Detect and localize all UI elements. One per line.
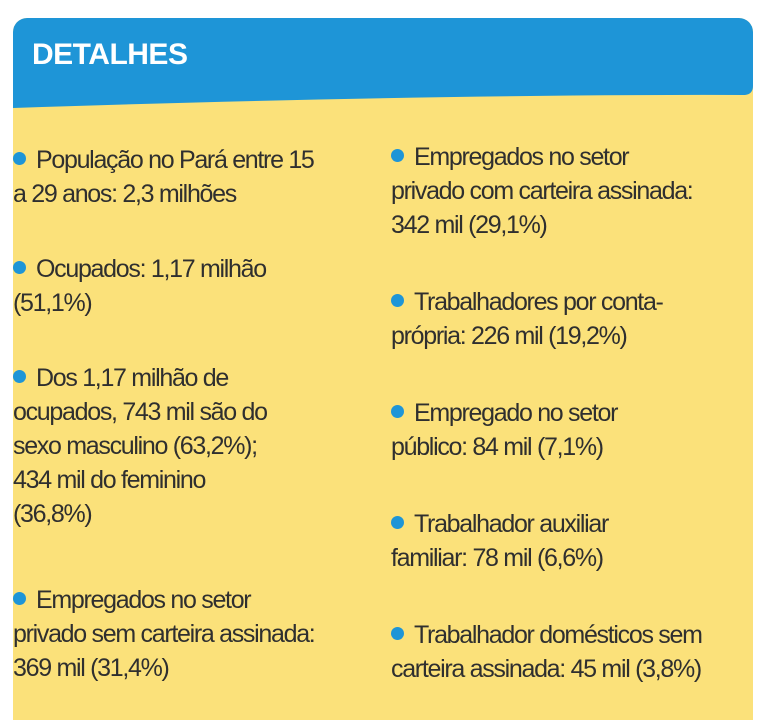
item-text: carteira assinada: 45 mil (3,8%) [391, 655, 702, 683]
bullet-icon [391, 294, 404, 307]
bullet-icon [13, 261, 26, 274]
details-header: DETALHES [13, 18, 753, 108]
item-text: (51,1%) [13, 289, 93, 317]
item-text: (36,8%) [13, 500, 93, 528]
item-text: 369 mil (31,4%) [13, 654, 170, 682]
list-item: Empregado no setor público: 84 mil (7,1%… [391, 396, 753, 464]
item-text: 434 mil do feminino [13, 466, 206, 494]
list-item: Dos 1,17 milhão de ocupados, 743 mil são… [13, 361, 378, 531]
details-box: DETALHES População no Pará entre 15 a 29… [13, 18, 753, 720]
item-text: Ocupados: 1,17 milhão [36, 255, 267, 283]
item-text: sexo masculino (63,2%); [13, 432, 258, 460]
list-item: População no Pará entre 15 a 29 anos: 2,… [13, 143, 378, 211]
item-text: própria: 226 mil (19,2%) [391, 322, 628, 350]
list-item: Trabalhador auxiliar familiar: 78 mil (6… [391, 507, 753, 575]
item-text: privado sem carteira assinada: [13, 620, 316, 648]
bullet-icon [13, 592, 26, 605]
list-item: Trabalhador domésticos sem carteira assi… [391, 618, 753, 686]
header-banner [13, 18, 753, 108]
item-text: privado com carteira assinada: [391, 177, 694, 205]
list-item: Ocupados: 1,17 milhão (51,1%) [13, 252, 378, 320]
item-text: Empregados no setor [414, 143, 630, 171]
bullet-icon [13, 370, 26, 383]
item-text: Dos 1,17 milhão de [36, 364, 229, 392]
item-text: População no Pará entre 15 [36, 146, 315, 174]
bullet-icon [13, 152, 26, 165]
item-text: Trabalhador auxiliar [414, 510, 609, 538]
item-text: Empregado no setor [414, 399, 618, 427]
header-title: DETALHES [32, 38, 188, 71]
item-text: público: 84 mil (7,1%) [391, 433, 604, 461]
list-item: Empregados no setor privado sem carteira… [13, 583, 378, 685]
item-text: Trabalhador domésticos sem [414, 621, 703, 649]
bullet-icon [391, 627, 404, 640]
item-text: Empregados no setor [36, 586, 252, 614]
item-text: Trabalhadores por conta- [414, 288, 664, 316]
item-text: a 29 anos: 2,3 milhões [13, 180, 237, 208]
bullet-icon [391, 149, 404, 162]
item-text: ocupados, 743 mil são do [13, 398, 268, 426]
item-text: familiar: 78 mil (6,6%) [391, 544, 604, 572]
bullet-icon [391, 405, 404, 418]
list-item: Empregados no setor privado com carteira… [391, 140, 753, 242]
item-text: 342 mil (29,1%) [391, 211, 548, 239]
list-item: Trabalhadores por conta- própria: 226 mi… [391, 285, 753, 353]
bullet-icon [391, 516, 404, 529]
